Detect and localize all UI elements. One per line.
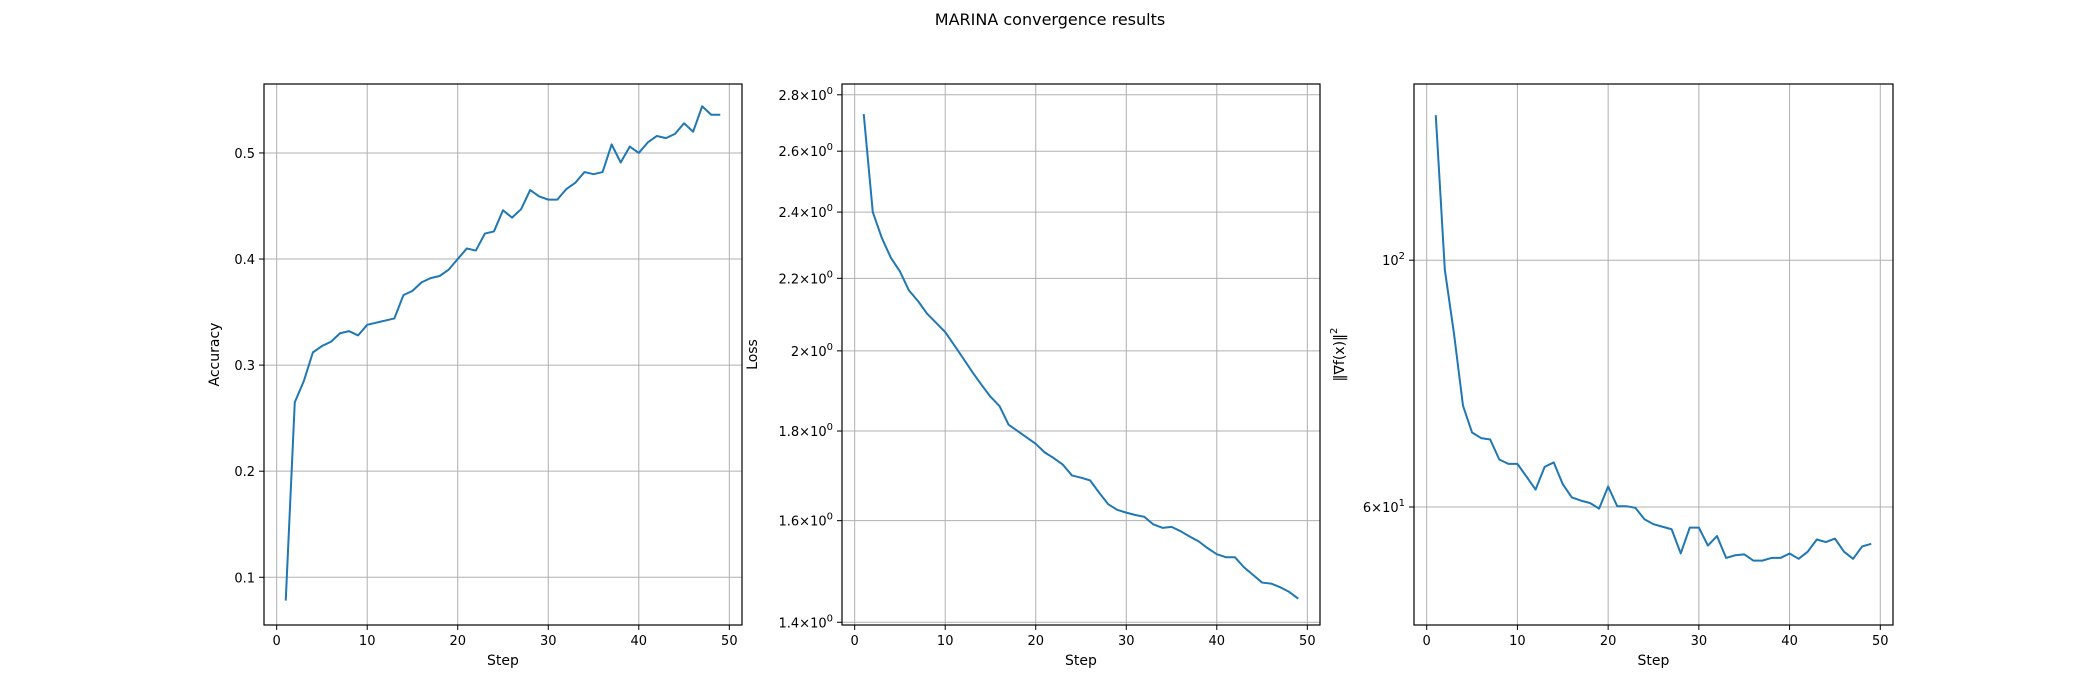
chart-2-y-tick-exponent-5: 0 xyxy=(827,203,833,214)
chart-1-x-tick-label-2: 20 xyxy=(449,634,466,649)
chart-1-y-tick-label-1: 0.2 xyxy=(234,465,255,480)
chart-2: 0 10 20 30 40 501.4×1001.6×1001.8×1002×1002.2… xyxy=(745,83,1321,669)
chart-2-y-tick-mantissa-7: 2.8 xyxy=(778,89,799,104)
chart-2-y-tick-base-1: 10 xyxy=(810,515,827,530)
chart-2-x-tick-label-0: 0 xyxy=(851,634,859,649)
chart-1-x-tick-label-0: 0 xyxy=(273,634,281,649)
chart-2-y-tick-times-4: × xyxy=(799,272,810,287)
chart-3-y-tick-times-0: × xyxy=(1371,501,1382,516)
chart-2-y-tick-exponent-4: 0 xyxy=(827,269,833,280)
chart-2-y-tick-label-3: 2×100 xyxy=(791,342,833,360)
chart-1-y-tick-label-2: 0.3 xyxy=(234,359,255,374)
chart-2-x-tick-label-3: 30 xyxy=(1118,634,1135,649)
chart-3-x-tick-label-0: 0 xyxy=(1423,634,1431,649)
chart-3-x-tick-label-4: 40 xyxy=(1781,634,1798,649)
chart-2-y-tick-mantissa-2: 1.8 xyxy=(778,425,799,440)
chart-2-y-tick-base-3: 10 xyxy=(810,345,827,360)
chart-2-series-line-0 xyxy=(862,113,1299,600)
chart-2-y-tick-exponent-1: 0 xyxy=(827,512,833,523)
figure-title: MARINA convergence results xyxy=(935,10,1165,29)
chart-2-axes-frame xyxy=(841,83,1321,626)
chart-2-y-tick-mantissa-1: 1.6 xyxy=(778,515,799,530)
chart-2-x-axis-label: Step xyxy=(1065,653,1097,669)
chart-2-y-tick-base-2: 10 xyxy=(810,425,827,440)
chart-2-y-tick-base-6: 10 xyxy=(810,145,827,160)
chart-2-y-tick-label-7: 2.8×100 xyxy=(778,86,833,104)
chart-2-y-tick-exponent-7: 0 xyxy=(827,86,833,97)
chart-1-y-axis-label: Accuracy xyxy=(207,323,223,387)
chart-1-y-tick-label-0: 0.1 xyxy=(234,571,255,586)
chart-2-x-tick-label-1: 10 xyxy=(937,634,954,649)
chart-3-y-tick-exponent-1: 2 xyxy=(1399,251,1405,262)
chart-3-x-tick-label-2: 20 xyxy=(1600,634,1617,649)
chart-2-y-tick-label-1: 1.6×100 xyxy=(778,512,833,530)
chart-3-y-tick-base-1: 10 xyxy=(1382,254,1399,269)
chart-1-y-tick-label-3: 0.4 xyxy=(234,253,255,268)
chart-3-y-tick-label-0: 6×101 xyxy=(1363,498,1405,516)
chart-2-y-tick-times-1: × xyxy=(799,515,810,530)
chart-2-y-tick-exponent-6: 0 xyxy=(827,142,833,153)
chart-2-y-tick-exponent-3: 0 xyxy=(827,342,833,353)
chart-1: 0 10 20 30 40 50 0.1 0.2 0.3 0.4 0.5 Step Accuracy xyxy=(207,83,743,669)
chart-2-y-tick-mantissa-0: 1.4 xyxy=(778,616,799,631)
chart-2-y-tick-times-7: × xyxy=(799,89,810,104)
chart-3-x-axis-label: Step xyxy=(1638,653,1670,669)
chart-2-y-tick-mantissa-6: 2.6 xyxy=(778,145,799,160)
chart-2-y-tick-label-0: 1.4×100 xyxy=(778,613,833,631)
chart-2-y-tick-base-4: 10 xyxy=(810,272,827,287)
chart-3-y-tick-mantissa-0: 6 xyxy=(1363,501,1371,516)
chart-2-y-tick-times-5: × xyxy=(799,206,810,221)
chart-3-x-tick-label-5: 50 xyxy=(1872,634,1889,649)
chart-2-y-tick-times-6: × xyxy=(799,145,810,160)
chart-2-y-tick-times-3: × xyxy=(799,345,810,360)
chart-1-x-tick-label-1: 10 xyxy=(359,634,376,649)
chart-3-y-axis-label: ‖∇f(x)‖2 xyxy=(1329,328,1348,382)
chart-1-x-tick-label-5: 50 xyxy=(721,634,738,649)
chart-2-y-tick-base-5: 10 xyxy=(810,206,827,221)
chart-2-y-tick-times-0: × xyxy=(799,616,810,631)
chart-1-x-axis-label: Step xyxy=(487,653,519,669)
chart-2-x-tick-label-4: 40 xyxy=(1209,634,1226,649)
chart-1-y-axis-label-text: Accuracy xyxy=(207,323,223,387)
chart-1-x-tick-label-4: 40 xyxy=(631,634,648,649)
chart-3-y-tick-base-0: 10 xyxy=(1382,501,1399,516)
chart-1-y-tick-label-4: 0.5 xyxy=(234,147,255,162)
chart-2-y-tick-mantissa-4: 2.2 xyxy=(778,272,799,287)
chart-2-y-tick-base-7: 10 xyxy=(810,89,827,104)
chart-2-y-tick-label-5: 2.4×100 xyxy=(778,203,833,221)
chart-3-y-axis-label-superscript: 2 xyxy=(1329,328,1340,334)
chart-3-series-line-0 xyxy=(1434,115,1872,562)
chart-2-y-tick-label-2: 1.8×100 xyxy=(778,422,833,440)
chart-2-y-tick-label-4: 2.2×100 xyxy=(778,269,833,287)
chart-2-y-tick-mantissa-5: 2.4 xyxy=(778,206,799,221)
chart-2-y-tick-exponent-0: 0 xyxy=(827,613,833,624)
chart-3-x-tick-label-3: 30 xyxy=(1691,634,1708,649)
chart-3-y-tick-label-1: 102 xyxy=(1382,251,1405,269)
chart-3-x-tick-label-1: 10 xyxy=(1509,634,1526,649)
chart-2-y-axis-label-text: Loss xyxy=(745,339,761,370)
chart-1-x-tick-label-3: 30 xyxy=(540,634,557,649)
chart-1-axes-frame xyxy=(263,83,743,626)
chart-3-y-axis-label-text: ‖∇f(x)‖ xyxy=(1332,334,1348,382)
chart-2-y-tick-label-6: 2.6×100 xyxy=(778,142,833,160)
chart-2-y-tick-base-0: 10 xyxy=(810,616,827,631)
chart-2-x-tick-label-2: 20 xyxy=(1027,634,1044,649)
chart-2-y-tick-mantissa-3: 2 xyxy=(791,345,799,360)
chart-3-axes-frame xyxy=(1413,83,1894,626)
chart-2-y-axis-label: Loss xyxy=(745,339,761,370)
chart-3-y-tick-exponent-0: 1 xyxy=(1399,498,1405,509)
chart-2-y-tick-exponent-2: 0 xyxy=(827,422,833,433)
chart-1-series-line-0 xyxy=(284,105,721,601)
chart-2-y-tick-times-2: × xyxy=(799,425,810,440)
chart-2-x-tick-label-5: 50 xyxy=(1299,634,1316,649)
